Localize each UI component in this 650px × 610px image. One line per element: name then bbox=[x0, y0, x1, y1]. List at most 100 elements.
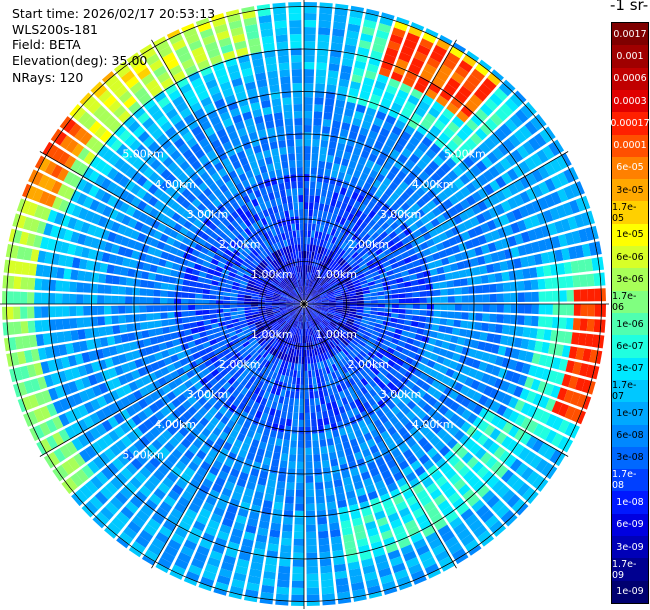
ppi-gate bbox=[207, 192, 217, 203]
ppi-gate bbox=[507, 183, 519, 196]
ppi-gate bbox=[429, 50, 444, 63]
ppi-gate bbox=[304, 391, 309, 399]
ppi-gate bbox=[294, 363, 298, 371]
ppi-gate bbox=[382, 281, 390, 287]
ppi-gate bbox=[107, 195, 118, 207]
ppi-gate bbox=[479, 332, 488, 341]
ppi-gate bbox=[125, 314, 133, 323]
ppi-gate bbox=[304, 125, 312, 133]
ppi-gate bbox=[543, 446, 557, 461]
ppi-gate bbox=[139, 313, 147, 322]
ppi-gate bbox=[390, 289, 399, 294]
ppi-gate bbox=[106, 264, 115, 274]
ppi-gate bbox=[288, 293, 296, 299]
ppi-gate bbox=[144, 215, 155, 226]
ppi-gate bbox=[166, 29, 181, 39]
ppi-gate bbox=[475, 160, 488, 173]
ppi-gate bbox=[200, 444, 211, 455]
ppi-gate bbox=[405, 159, 416, 170]
ppi-gate bbox=[349, 306, 357, 310]
ppi-gate bbox=[217, 340, 226, 348]
ppi-gate bbox=[541, 341, 550, 354]
ppi-gate bbox=[316, 502, 326, 511]
ppi-gate bbox=[166, 514, 180, 526]
ppi-gate bbox=[212, 275, 221, 282]
ppi-gate bbox=[297, 307, 302, 314]
ppi-gate bbox=[286, 325, 292, 332]
ppi-gate bbox=[104, 218, 115, 230]
ppi-gate bbox=[362, 564, 376, 575]
ppi-gate bbox=[327, 292, 335, 297]
ppi-gate bbox=[445, 511, 459, 524]
ppi-gate bbox=[89, 496, 104, 510]
ppi-gate bbox=[221, 218, 231, 227]
ppi-gate bbox=[330, 422, 338, 431]
ppi-gate bbox=[219, 231, 228, 240]
ppi-gate bbox=[539, 410, 551, 425]
ppi-gate bbox=[339, 350, 347, 358]
ppi-gate bbox=[268, 354, 274, 363]
ppi-gate bbox=[445, 368, 455, 378]
ppi-gate bbox=[141, 271, 150, 280]
ppi-gate bbox=[144, 549, 159, 563]
ppi-gate bbox=[238, 334, 246, 341]
ppi-gate bbox=[188, 310, 196, 317]
ppi-gate bbox=[121, 148, 134, 161]
ppi-gate bbox=[175, 233, 185, 242]
ppi-gate bbox=[118, 175, 130, 188]
ppi-gate bbox=[467, 248, 477, 258]
ppi-gate bbox=[201, 354, 210, 362]
ppi-gate bbox=[360, 337, 369, 344]
ppi-gate bbox=[389, 33, 404, 45]
ppi-gate bbox=[83, 401, 95, 414]
ppi-gate bbox=[46, 238, 57, 251]
ppi-gate bbox=[306, 601, 320, 606]
ppi-gate bbox=[147, 354, 157, 364]
ppi-gate bbox=[346, 409, 355, 419]
ppi-gate bbox=[286, 383, 292, 391]
ppi-gate bbox=[320, 353, 326, 361]
ppi-gate bbox=[188, 299, 196, 304]
ppi-gate bbox=[226, 504, 238, 515]
ppi-gate bbox=[495, 431, 507, 445]
ppi-gate bbox=[394, 372, 404, 381]
ppi-gate bbox=[242, 341, 250, 348]
ppi-gate bbox=[506, 259, 516, 270]
ppi-gate bbox=[334, 264, 342, 272]
ppi-gate bbox=[113, 234, 124, 245]
ppi-gate bbox=[420, 356, 430, 366]
ppi-gate bbox=[188, 286, 197, 293]
ppi-gate bbox=[529, 214, 541, 228]
ppi-gate bbox=[258, 275, 266, 281]
ppi-gate bbox=[304, 356, 308, 364]
ppi-gate bbox=[332, 28, 345, 37]
ppi-gate bbox=[313, 318, 319, 325]
ppi-gate bbox=[347, 315, 356, 320]
ppi-gate bbox=[163, 333, 172, 342]
ppi-gate bbox=[471, 359, 481, 370]
ppi-gate bbox=[111, 295, 119, 304]
ppi-gate bbox=[313, 202, 320, 211]
ppi-gate bbox=[370, 49, 383, 60]
ppi-gate bbox=[242, 194, 251, 204]
ppi-gate bbox=[525, 202, 536, 216]
ppi-gate bbox=[143, 394, 154, 406]
ppi-gate bbox=[181, 317, 190, 324]
ppi-gate bbox=[423, 63, 437, 76]
ppi-gate bbox=[368, 56, 381, 67]
ppi-gate bbox=[301, 356, 304, 364]
ppi-gate bbox=[447, 304, 455, 311]
ppi-gate bbox=[418, 471, 430, 483]
ppi-gate bbox=[115, 387, 126, 398]
ppi-gate bbox=[564, 422, 577, 437]
ppi-gate bbox=[320, 361, 325, 369]
ppi-gate bbox=[357, 97, 369, 107]
ppi-gate bbox=[341, 158, 350, 167]
ppi-gate bbox=[237, 301, 245, 304]
ppi-gate bbox=[127, 218, 138, 229]
ppi-gate bbox=[58, 254, 67, 267]
ppi-gate bbox=[297, 279, 301, 287]
ppi-gate bbox=[100, 506, 114, 521]
ppi-gate bbox=[438, 232, 448, 242]
ppi-gate bbox=[274, 227, 281, 235]
